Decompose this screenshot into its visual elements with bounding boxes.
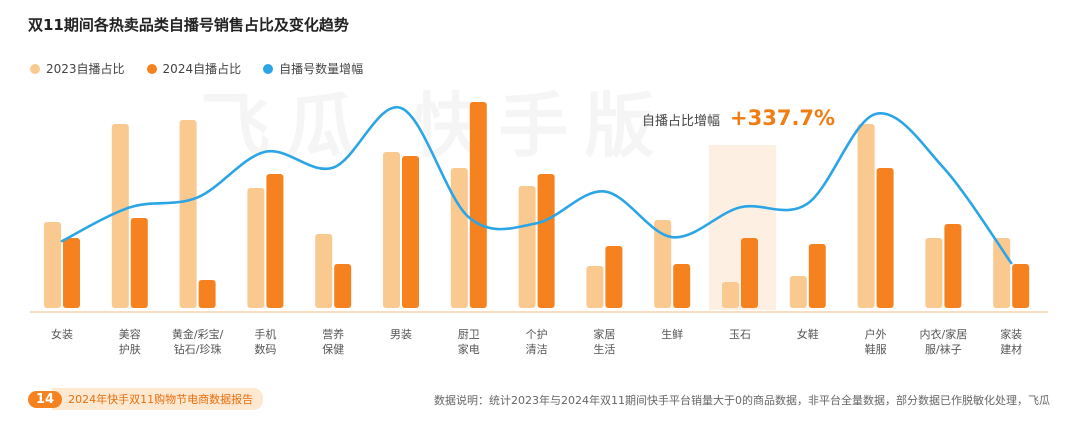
- bar-2023: [111, 124, 129, 308]
- footer-badge: 14 2024年快手双11购物节电商数据报告: [28, 388, 264, 410]
- category-label: 建材: [1000, 342, 1022, 356]
- category-label: 清洁: [526, 343, 548, 356]
- category-label: 个护: [526, 327, 548, 341]
- bar-2023: [925, 238, 943, 308]
- bar-2024: [537, 174, 555, 308]
- bar-2023: [383, 152, 400, 308]
- bar-2023: [722, 282, 739, 308]
- bar-2024: [605, 246, 623, 308]
- report-name: 2024年快手双11购物节电商数据报告: [52, 388, 264, 410]
- page-number: 14: [28, 390, 63, 408]
- bar-2024: [334, 264, 352, 308]
- category-label: 生活: [593, 342, 615, 356]
- bar-2023: [789, 276, 807, 308]
- bar-2024: [1012, 264, 1030, 308]
- bar-2024: [63, 238, 80, 308]
- data-note: 数据说明：统计2023年与2024年双11期间快手平台销量大于0的商品数据，非平…: [434, 394, 1050, 407]
- category-label: 女鞋: [797, 327, 819, 341]
- bar-2023: [586, 266, 604, 308]
- category-label: 生鲜: [661, 327, 683, 341]
- legend-item-2024: 2024自播占比: [146, 60, 242, 77]
- bar-2023: [654, 220, 672, 308]
- category-label: 家居: [593, 327, 615, 341]
- legend-label-2023: 2023自播占比: [46, 62, 125, 76]
- bar-2023: [518, 186, 536, 308]
- callout: 自播占比增幅 +337.7%: [642, 106, 835, 130]
- legend-item-2023: 2023自播占比: [30, 60, 125, 77]
- chart-title: 双11期间各热卖品类自播号销售占比及变化趋势: [28, 16, 349, 34]
- legend-label-growth: 自播号数量增幅: [279, 62, 364, 76]
- growth-line: [60, 106, 1013, 265]
- category-label: 黄金/彩宝/: [172, 327, 224, 341]
- category-label: 户外: [865, 327, 887, 341]
- category-label: 男装: [390, 328, 412, 341]
- bar-2024: [469, 102, 487, 308]
- legend: 2023自播占比 2024自播占比 自播号数量增幅: [30, 60, 363, 77]
- callout-label: 自播占比增幅: [642, 114, 721, 129]
- bar-2023: [315, 234, 333, 308]
- bar-2024: [402, 156, 419, 308]
- category-label: 玉石: [729, 328, 751, 341]
- category-label: 女装: [51, 327, 73, 341]
- category-label: 数码: [254, 343, 276, 356]
- bar-2023: [179, 120, 197, 308]
- legend-swatch-2024: [146, 63, 157, 74]
- legend-swatch-growth: [263, 63, 274, 74]
- category-label: 服/袜子: [925, 342, 962, 356]
- legend-label-2024: 2024自播占比: [162, 62, 242, 76]
- bar-2023: [44, 222, 61, 308]
- category-label: 钻石/珍珠: [174, 342, 222, 356]
- bar-2024: [944, 224, 962, 308]
- category-label: 手机: [254, 327, 276, 341]
- category-label: 保健: [322, 342, 344, 356]
- category-label: 家装: [1000, 327, 1022, 341]
- bar-2023: [247, 188, 265, 308]
- category-label: 家电: [458, 342, 480, 356]
- category-label: 鞋服: [865, 342, 887, 356]
- category-label: 护肤: [119, 342, 141, 356]
- bar-2024: [266, 174, 284, 308]
- bar-2024: [198, 280, 216, 308]
- bar-2024: [130, 218, 148, 308]
- legend-swatch-2023: [30, 63, 40, 74]
- category-label: 营养: [322, 327, 344, 341]
- legend-item-growth: 自播号数量增幅: [263, 60, 363, 77]
- category-label: 内衣/家居: [920, 327, 968, 341]
- category-label: 美容: [119, 327, 141, 341]
- bar-2024: [808, 244, 826, 308]
- callout-value: +337.7%: [730, 106, 836, 130]
- bar-2024: [876, 168, 894, 308]
- bar-2024: [741, 238, 758, 308]
- category-label: 厨卫: [458, 328, 480, 341]
- bar-2023: [857, 124, 875, 308]
- bar-2023: [450, 168, 468, 308]
- bar-2024: [673, 264, 691, 308]
